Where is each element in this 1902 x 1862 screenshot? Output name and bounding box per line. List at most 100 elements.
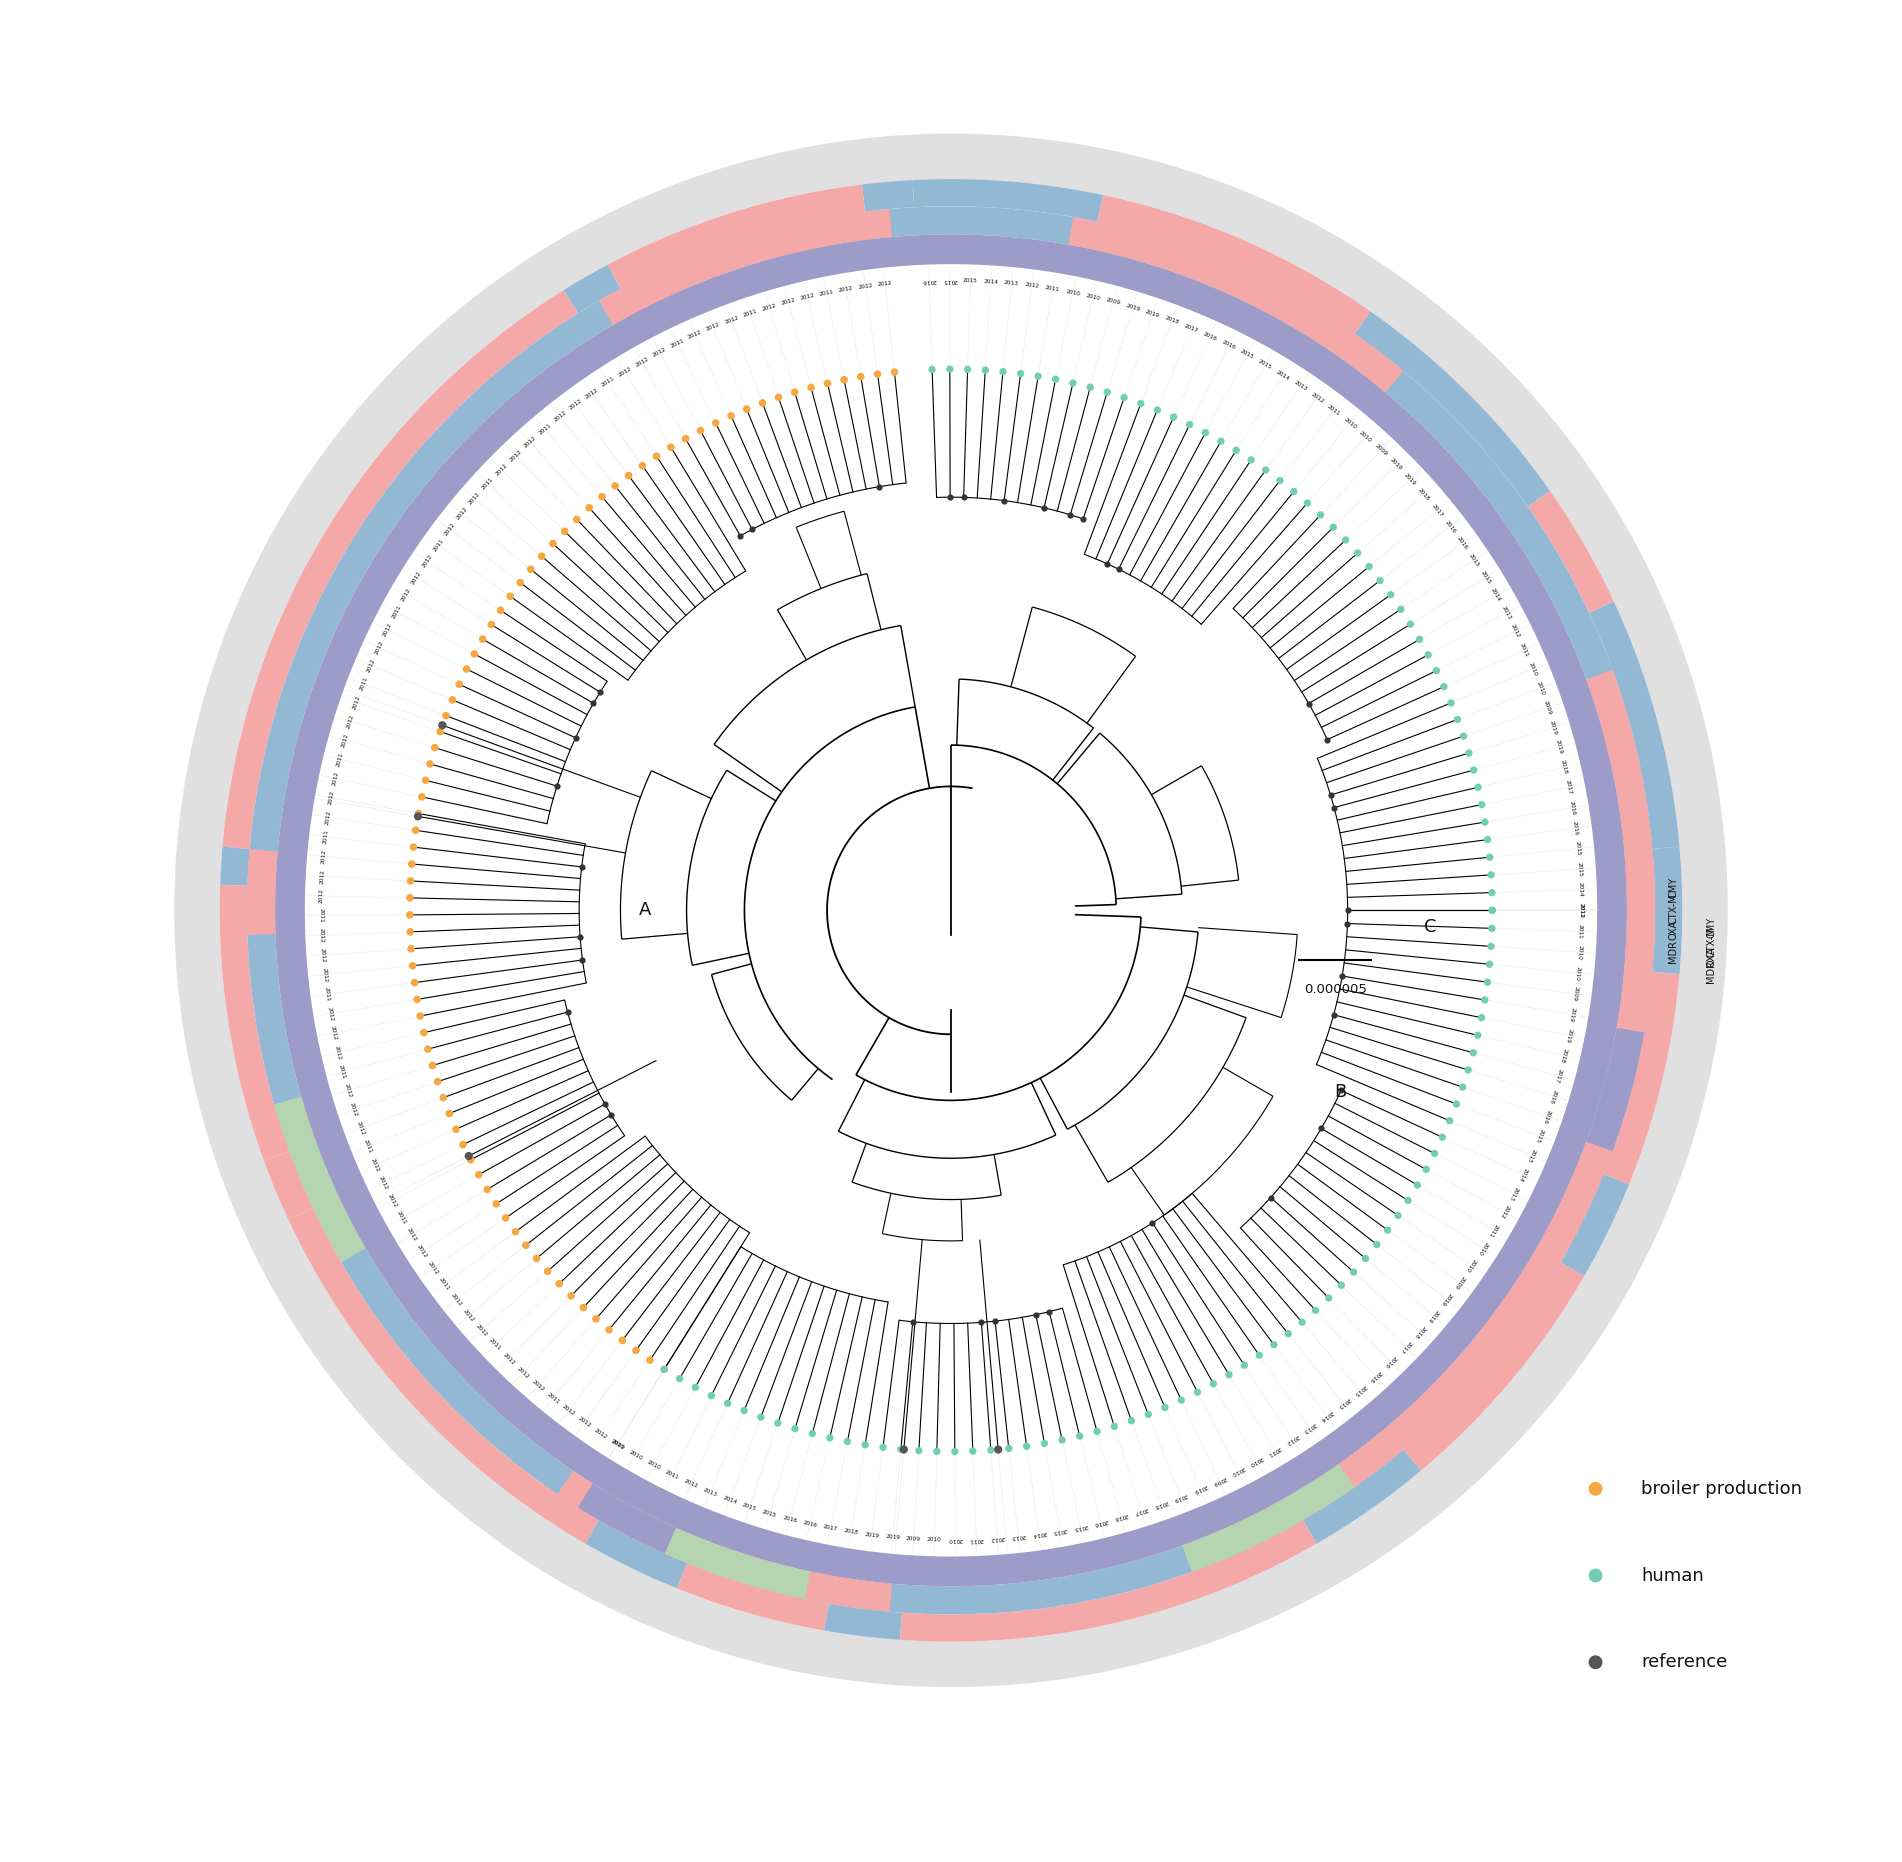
Point: [780, 378, 810, 408]
Point: [1006, 359, 1037, 389]
Point: [420, 734, 451, 763]
Polygon shape: [1183, 1464, 1354, 1572]
Text: 2014: 2014: [1031, 1531, 1046, 1538]
Text: 2012: 2012: [476, 1324, 489, 1337]
Text: 2015: 2015: [941, 277, 957, 283]
Text: 2016: 2016: [1368, 1369, 1383, 1383]
Polygon shape: [304, 264, 1598, 1557]
Text: 2011: 2011: [1487, 1221, 1499, 1238]
Text: 2011: 2011: [538, 423, 552, 436]
Point: [1265, 466, 1295, 495]
Text: 2012: 2012: [411, 570, 422, 585]
Point: [1174, 410, 1204, 439]
Point: [580, 1303, 611, 1333]
Point: [1476, 914, 1506, 944]
Point: [447, 1130, 477, 1160]
Text: 2012: 2012: [342, 1084, 352, 1099]
Point: [1426, 1123, 1457, 1153]
Point: [491, 1203, 521, 1233]
Point: [1244, 1341, 1274, 1370]
Point: [1459, 1037, 1489, 1067]
Point: [1402, 1169, 1432, 1199]
Text: 2012: 2012: [352, 695, 361, 709]
Text: 2012: 2012: [618, 365, 633, 378]
Text: 2011: 2011: [390, 605, 401, 620]
Text: 2009: 2009: [1543, 700, 1552, 715]
Point: [903, 1436, 934, 1465]
Text: 2016: 2016: [1202, 331, 1217, 343]
Polygon shape: [264, 1151, 314, 1220]
Point: [1478, 896, 1508, 925]
Point: [401, 816, 432, 845]
Point: [396, 866, 426, 896]
Point: [1065, 1421, 1096, 1450]
Point: [1035, 1296, 1065, 1326]
Text: 2017: 2017: [1134, 1506, 1149, 1516]
Point: [685, 415, 715, 445]
Text: 2011: 2011: [1267, 1445, 1282, 1456]
Text: 2009: 2009: [1373, 443, 1388, 458]
Text: 2012: 2012: [1579, 903, 1582, 918]
Text: 2012: 2012: [1310, 391, 1324, 404]
Point: [940, 1437, 970, 1467]
Point: [1250, 454, 1280, 484]
Text: A: A: [639, 901, 652, 920]
Text: 2015: 2015: [761, 1508, 778, 1518]
Text: 2011: 2011: [489, 1337, 502, 1352]
Text: 2016: 2016: [803, 1519, 818, 1529]
Text: 2015: 2015: [962, 277, 978, 283]
Point: [656, 432, 687, 462]
Polygon shape: [247, 849, 278, 935]
Text: 2011: 2011: [361, 1140, 373, 1154]
Point: [1470, 806, 1501, 836]
Text: 2017: 2017: [1565, 780, 1573, 795]
Point: [527, 542, 557, 572]
Text: 2015: 2015: [1525, 1147, 1537, 1164]
Point: [966, 1307, 997, 1337]
Text: 2016: 2016: [1221, 339, 1236, 350]
Text: CTX-M: CTX-M: [1706, 927, 1716, 957]
Text: 2013: 2013: [1579, 903, 1582, 918]
Text: 2012: 2012: [373, 639, 384, 655]
Point: [574, 493, 605, 523]
Point: [934, 354, 964, 384]
Point: [495, 581, 525, 611]
Polygon shape: [1527, 492, 1613, 613]
Point: [607, 1326, 637, 1356]
Point: [846, 361, 877, 391]
Text: 2012: 2012: [635, 356, 650, 367]
Text: 2016: 2016: [1571, 821, 1579, 836]
Text: 2019: 2019: [1124, 304, 1141, 313]
Point: [1141, 395, 1172, 425]
Point: [725, 521, 755, 551]
Text: 2010: 2010: [1248, 1456, 1265, 1467]
Text: 2010: 2010: [1084, 292, 1101, 302]
Point: [550, 516, 580, 546]
Point: [1318, 512, 1349, 542]
Text: 2019: 2019: [864, 1532, 879, 1538]
Point: [1075, 372, 1105, 402]
Point: [1581, 1475, 1611, 1504]
Point: [396, 883, 426, 912]
Text: CTX-M: CTX-M: [1668, 894, 1678, 924]
Point: [1326, 1076, 1356, 1106]
Point: [888, 1434, 919, 1464]
Polygon shape: [563, 264, 620, 313]
Text: 2010: 2010: [1575, 965, 1581, 981]
Text: 2011: 2011: [481, 477, 495, 492]
Text: 2015: 2015: [1052, 1527, 1067, 1534]
Text: OXA: OXA: [1706, 946, 1716, 966]
Text: 2011: 2011: [664, 1469, 679, 1480]
Polygon shape: [599, 209, 892, 326]
Point: [736, 514, 767, 544]
Point: [533, 1257, 563, 1287]
Point: [1476, 877, 1506, 907]
Point: [485, 596, 515, 626]
Point: [428, 1084, 458, 1113]
Point: [1259, 1329, 1290, 1359]
Point: [1029, 493, 1059, 523]
Polygon shape: [1562, 1175, 1628, 1275]
Point: [458, 639, 489, 668]
Point: [542, 771, 573, 801]
Text: 2012: 2012: [462, 1307, 476, 1322]
